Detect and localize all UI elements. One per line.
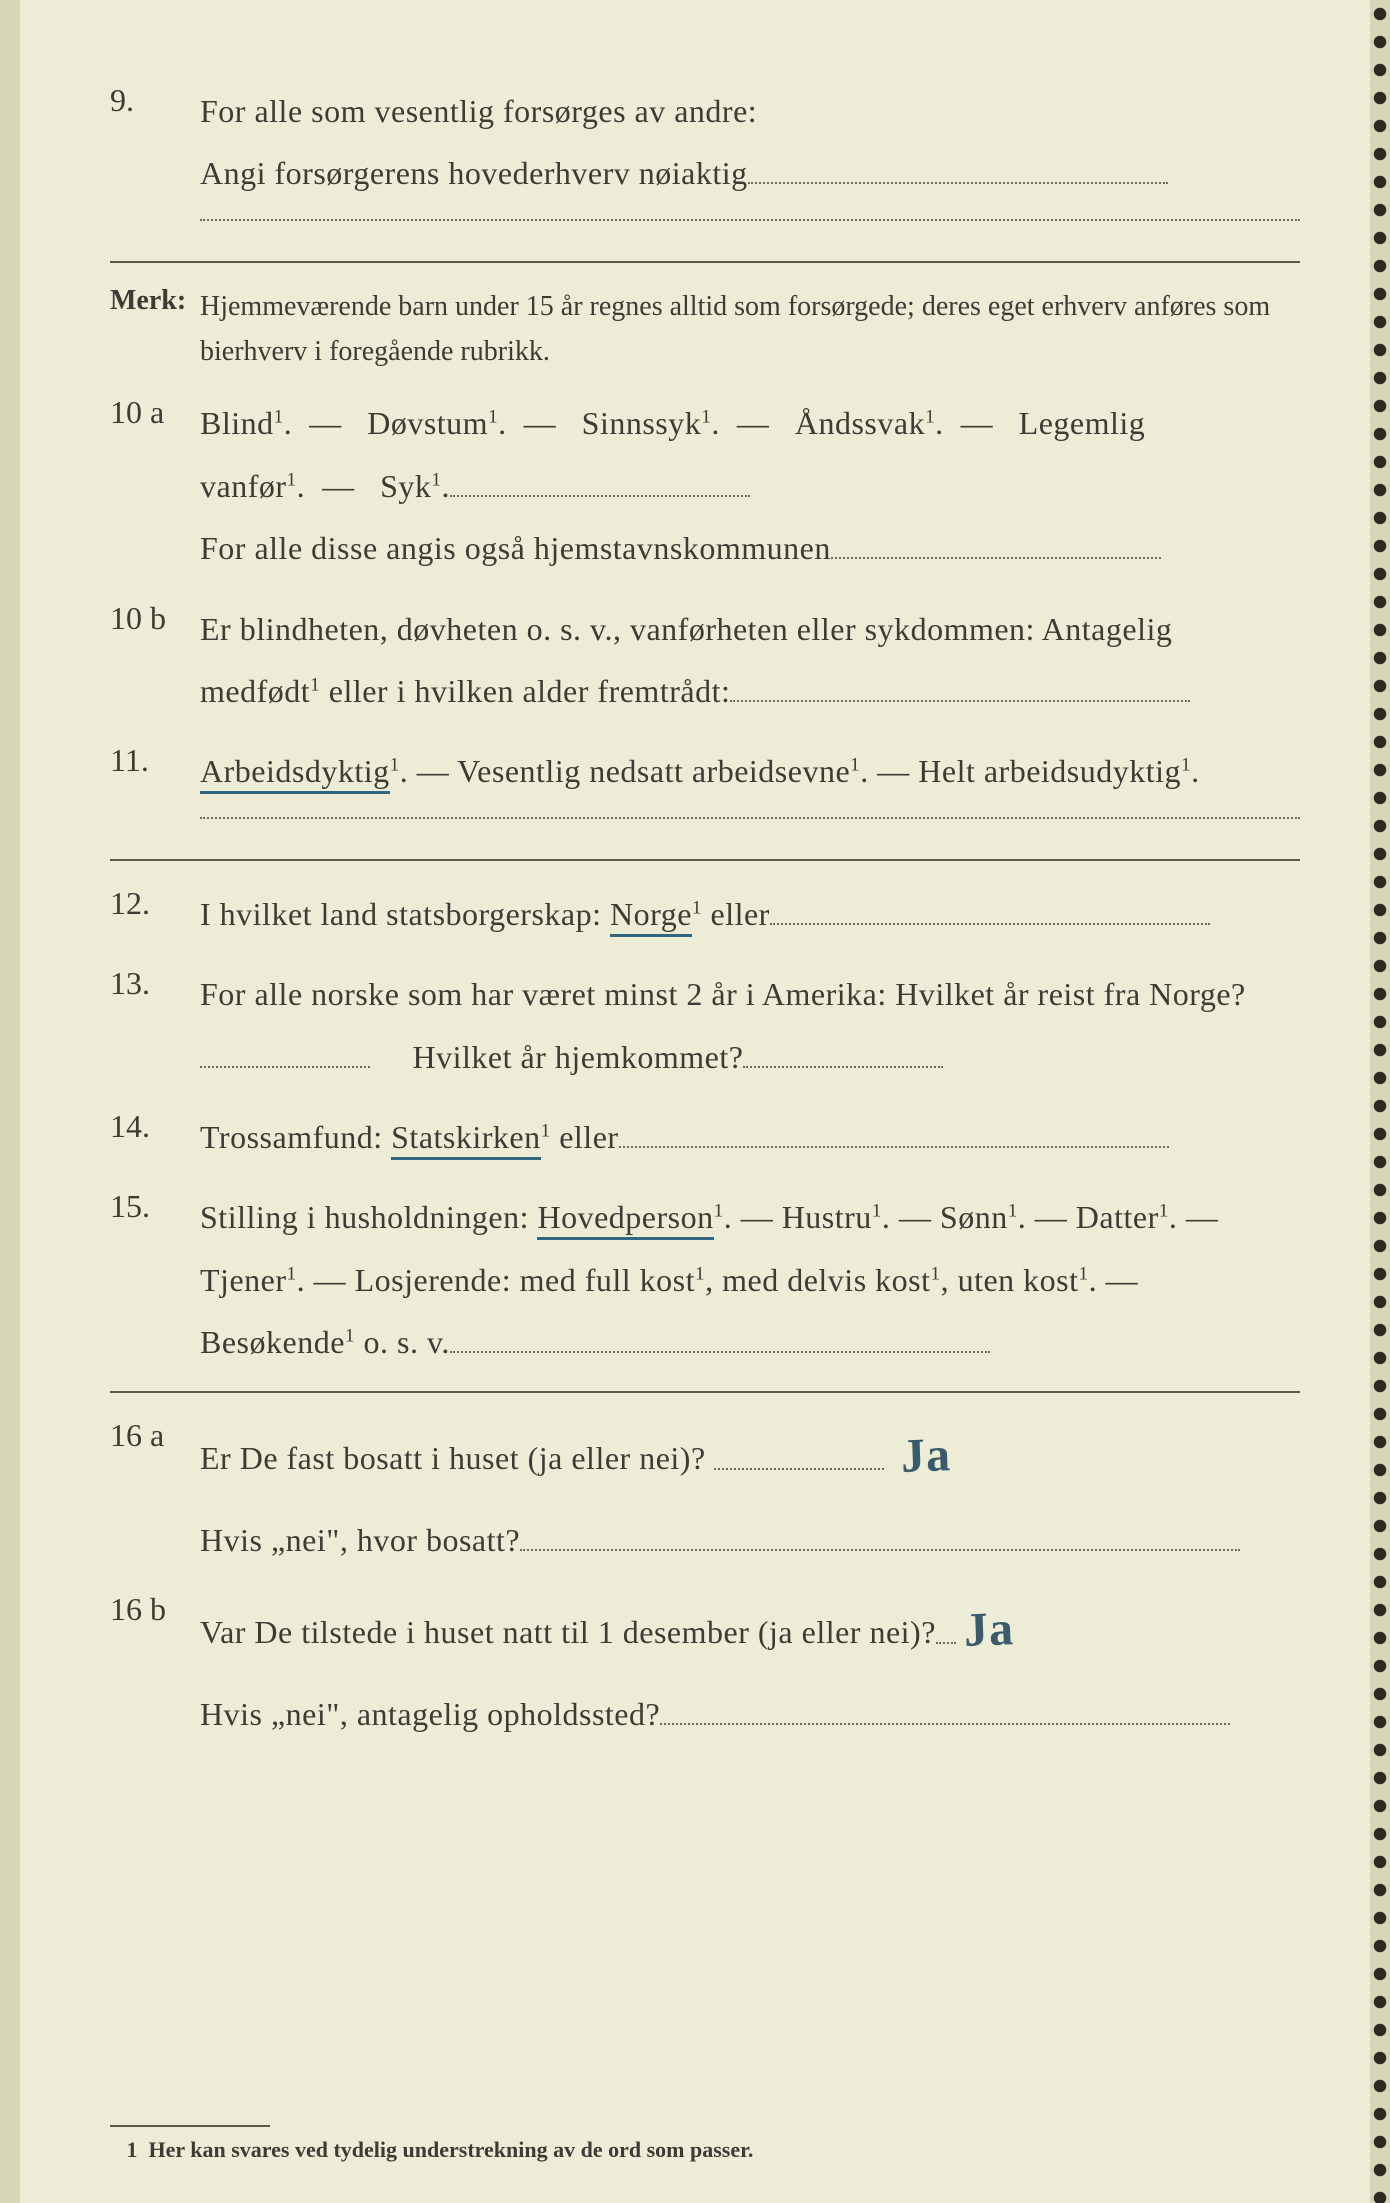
blank-line[interactable] bbox=[748, 146, 1168, 185]
opt-andssvak: Åndssvak bbox=[795, 405, 925, 441]
blank-line[interactable] bbox=[450, 458, 750, 497]
q16a-q2: Hvis „nei", hvor bosatt? bbox=[200, 1522, 520, 1558]
footnote-rule bbox=[110, 2125, 270, 2127]
q14-body: Trossamfund: Statskirken1 eller bbox=[200, 1106, 1300, 1168]
q13-b: Hvilket år hjemkommet? bbox=[413, 1039, 744, 1075]
blank-line[interactable] bbox=[520, 1512, 1240, 1551]
q12-number: 12. bbox=[110, 883, 200, 922]
divider bbox=[110, 1391, 1300, 1393]
q9-number: 9. bbox=[110, 80, 200, 119]
q14-b: eller bbox=[551, 1119, 619, 1155]
q12-body: I hvilket land statsborgerskap: Norge1 e… bbox=[200, 883, 1300, 945]
q15-number: 15. bbox=[110, 1186, 200, 1225]
question-11: 11. Arbeidsdyktig1. — Vesentlig nedsatt … bbox=[110, 740, 1300, 840]
question-10a: 10 a Blind1. — Døvstum1. — Sinnssyk1. — … bbox=[110, 392, 1300, 579]
opt-arbeidsdyktig-underlined: Arbeidsdyktig bbox=[200, 753, 390, 794]
blank-line[interactable] bbox=[714, 1431, 884, 1470]
q16b-q: Var De tilstede i huset natt til 1 desem… bbox=[200, 1615, 936, 1651]
question-16b: 16 b Var De tilstede i huset natt til 1 … bbox=[110, 1589, 1300, 1745]
q16a-body: Er De fast bosatt i huset (ja eller nei)… bbox=[200, 1415, 1300, 1571]
opt-sinnssyk: Sinnssyk bbox=[582, 405, 702, 441]
q10b-body: Er blindheten, døvheten o. s. v., vanfør… bbox=[200, 598, 1300, 723]
q10a-line3: For alle disse angis også hjemstavnskomm… bbox=[200, 530, 831, 566]
footnote-text: Her kan svares ved tydelig understreknin… bbox=[149, 2137, 754, 2162]
q15-los2: , med delvis kost bbox=[705, 1262, 930, 1298]
q15-los: — Losjerende: med full kost bbox=[305, 1262, 695, 1298]
q15-los3: , uten kost bbox=[941, 1262, 1079, 1298]
question-10b: 10 b Er blindheten, døvheten o. s. v., v… bbox=[110, 598, 1300, 723]
q15-osv: o. s. v. bbox=[355, 1324, 450, 1360]
question-12: 12. I hvilket land statsborgerskap: Norg… bbox=[110, 883, 1300, 945]
merk-text: Hjemmeværende barn under 15 år regnes al… bbox=[200, 285, 1300, 375]
divider bbox=[110, 261, 1300, 263]
q12-b: eller bbox=[702, 896, 770, 932]
blank-full-line[interactable] bbox=[200, 219, 1300, 221]
q16b-number: 16 b bbox=[110, 1589, 200, 1628]
blank-line[interactable] bbox=[770, 886, 1210, 925]
merk-label: Merk: bbox=[110, 285, 200, 317]
q11-number: 11. bbox=[110, 740, 200, 779]
q11-end: — Helt arbeidsudyktig bbox=[869, 753, 1181, 789]
perforation-edge bbox=[1370, 0, 1390, 2203]
q11-mid: — Vesentlig nedsatt arbeidsevne bbox=[408, 753, 850, 789]
q10a-number: 10 a bbox=[110, 392, 200, 431]
blank-line[interactable] bbox=[200, 1029, 370, 1068]
q14-number: 14. bbox=[110, 1106, 200, 1145]
blank-line[interactable] bbox=[936, 1605, 956, 1644]
divider bbox=[110, 859, 1300, 861]
opt-statskirken-underlined: Statskirken bbox=[391, 1119, 540, 1160]
q10b-text-b: eller i hvilken alder fremtrådt: bbox=[320, 673, 730, 709]
merk-note: Merk: Hjemmeværende barn under 15 år reg… bbox=[110, 285, 1300, 375]
census-form-page: 9. For alle som vesentlig forsørges av a… bbox=[20, 0, 1370, 2203]
q13-a: For alle norske som har været minst 2 år… bbox=[200, 976, 1246, 1012]
q15-r3: — Datter bbox=[1026, 1199, 1158, 1235]
blank-line[interactable] bbox=[831, 520, 1161, 559]
blank-line[interactable] bbox=[743, 1029, 943, 1068]
blank-line[interactable] bbox=[619, 1109, 1169, 1148]
q14-a: Trossamfund: bbox=[200, 1119, 391, 1155]
question-9: 9. For alle som vesentlig forsørges av a… bbox=[110, 80, 1300, 243]
answer-16a-handwritten: Ja bbox=[900, 1409, 953, 1504]
q10a-body: Blind1. — Døvstum1. — Sinnssyk1. — Åndss… bbox=[200, 392, 1300, 579]
footnote: 1 Her kan svares ved tydelig understrekn… bbox=[110, 2137, 1300, 2163]
footnote-marker: 1 bbox=[127, 2137, 138, 2162]
q16a-q: Er De fast bosatt i huset (ja eller nei)… bbox=[200, 1441, 714, 1477]
q15-body: Stilling i husholdningen: Hovedperson1. … bbox=[200, 1186, 1300, 1373]
blank-line[interactable] bbox=[730, 663, 1190, 702]
q15-r1: — Hustru bbox=[732, 1199, 872, 1235]
q16b-q2: Hvis „nei", antagelig opholdssted? bbox=[200, 1696, 660, 1732]
opt-blind: Blind bbox=[200, 405, 274, 441]
opt-hovedperson-underlined: Hovedperson bbox=[537, 1199, 713, 1240]
q9-line2: Angi forsørgerens hovederhverv nøiaktig bbox=[200, 155, 748, 191]
q13-body: For alle norske som har været minst 2 år… bbox=[200, 963, 1300, 1088]
q15-r2: — Sønn bbox=[890, 1199, 1007, 1235]
question-15: 15. Stilling i husholdningen: Hovedperso… bbox=[110, 1186, 1300, 1373]
q11-body: Arbeidsdyktig1. — Vesentlig nedsatt arbe… bbox=[200, 740, 1300, 840]
q10b-number: 10 b bbox=[110, 598, 200, 637]
opt-syk: Syk bbox=[380, 468, 431, 504]
question-14: 14. Trossamfund: Statskirken1 eller bbox=[110, 1106, 1300, 1168]
blank-line[interactable] bbox=[660, 1686, 1230, 1725]
q16a-number: 16 a bbox=[110, 1415, 200, 1454]
question-16a: 16 a Er De fast bosatt i huset (ja eller… bbox=[110, 1415, 1300, 1571]
q9-body: For alle som vesentlig forsørges av andr… bbox=[200, 80, 1300, 243]
blank-full-line[interactable] bbox=[200, 817, 1300, 819]
q13-number: 13. bbox=[110, 963, 200, 1002]
opt-norge-underlined: Norge bbox=[610, 896, 692, 937]
q16b-body: Var De tilstede i huset natt til 1 desem… bbox=[200, 1589, 1300, 1745]
q9-line1: For alle som vesentlig forsørges av andr… bbox=[200, 93, 757, 129]
q12-a: I hvilket land statsborgerskap: bbox=[200, 896, 610, 932]
blank-line[interactable] bbox=[450, 1314, 990, 1353]
q15-a: Stilling i husholdningen: bbox=[200, 1199, 537, 1235]
question-13: 13. For alle norske som har været minst … bbox=[110, 963, 1300, 1088]
opt-dovstum: Døvstum bbox=[367, 405, 488, 441]
answer-16b-handwritten: Ja bbox=[963, 1583, 1016, 1678]
